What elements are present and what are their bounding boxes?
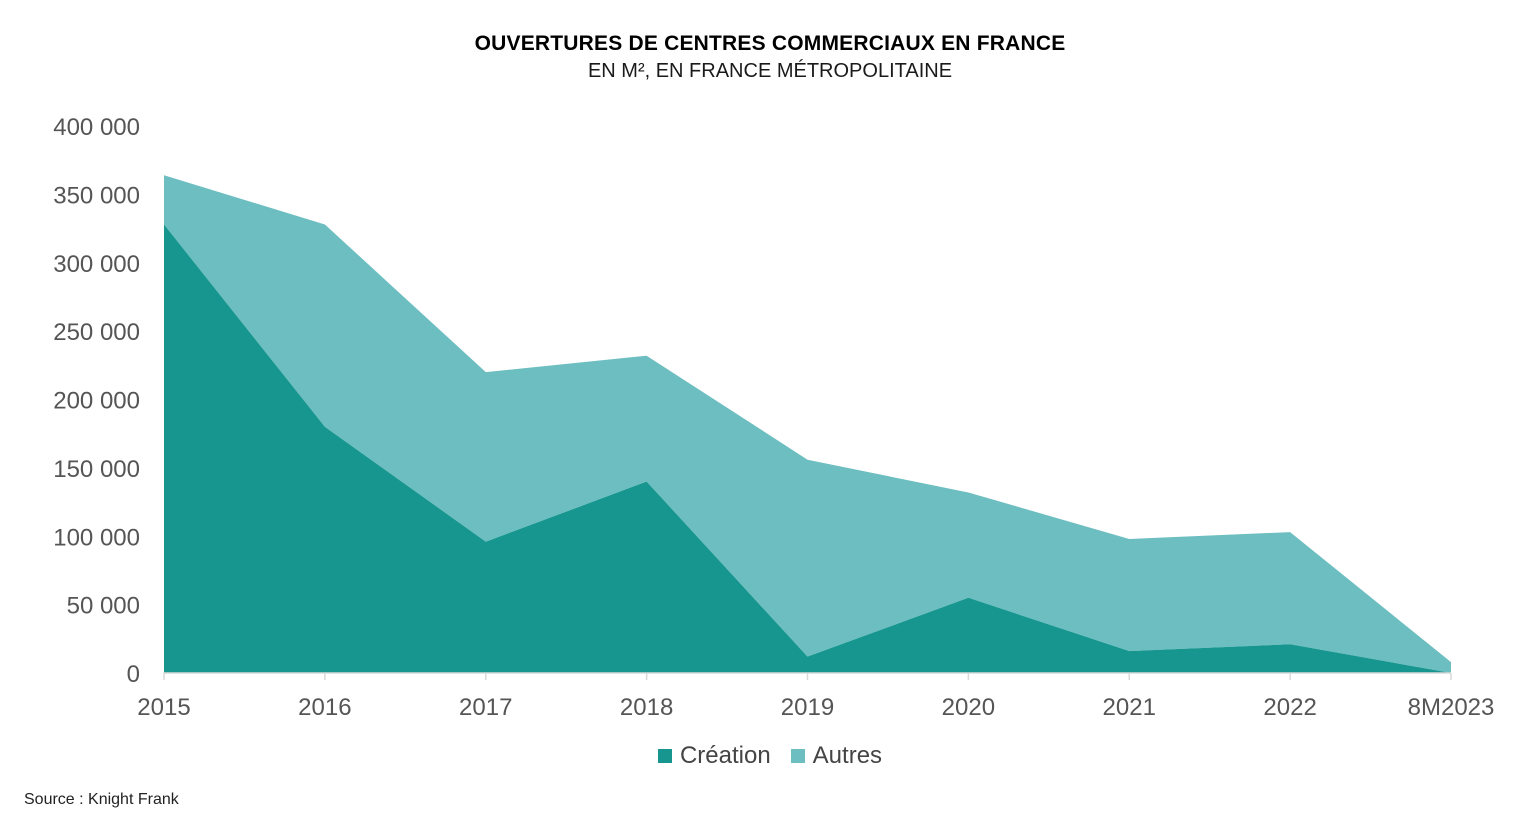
y-tick-label: 150 000 (53, 456, 140, 483)
y-tick-label: 50 000 (67, 593, 140, 620)
areas-layer (164, 175, 1451, 673)
y-tick-label: 350 000 (53, 182, 140, 209)
x-tick-label: 2018 (620, 694, 673, 721)
x-tick-label: 2017 (459, 694, 512, 721)
y-tick-label: 0 (127, 661, 140, 688)
legend-label-creation: Création (679, 742, 771, 769)
x-tick-label: 8M2023 (1408, 694, 1495, 721)
y-tick-label: 300 000 (53, 251, 140, 278)
legend-item-autres: Autres (790, 742, 883, 770)
area-cr-ation (164, 224, 1451, 673)
x-tick-label: 2019 (781, 694, 834, 721)
legend: Création Autres (0, 742, 1540, 770)
y-tick-label: 100 000 (53, 524, 140, 551)
x-tick-label: 2020 (942, 694, 995, 721)
y-tick-label: 200 000 (53, 388, 140, 415)
legend-swatch-autres (790, 749, 805, 763)
chart-subtitle: EN M², EN FRANCE MÉTROPOLITAINE (587, 60, 953, 82)
area-autres (164, 175, 1451, 673)
legend-label-autres: Autres (812, 742, 883, 769)
x-tick-label: 2015 (137, 694, 190, 721)
axis-layer: 2015 2016 2017 2018 2019 2020 2021 2022 8M2023 0 5… (53, 114, 1494, 721)
y-tick-label: 400 000 (53, 114, 140, 141)
chart-title: OUVERTURES DE CENTRES COMMERCIAUX EN FRA… (474, 32, 1066, 55)
y-tick-label: 250 000 (53, 319, 140, 346)
x-tick-label: 2021 (1103, 694, 1156, 721)
legend-item-creation: Création (657, 742, 771, 770)
x-tick-label: 2022 (1263, 694, 1316, 721)
source-note: Source : Knight Frank (24, 791, 179, 808)
legend-swatch-creation (657, 749, 672, 763)
x-tick-label: 2016 (298, 694, 351, 721)
